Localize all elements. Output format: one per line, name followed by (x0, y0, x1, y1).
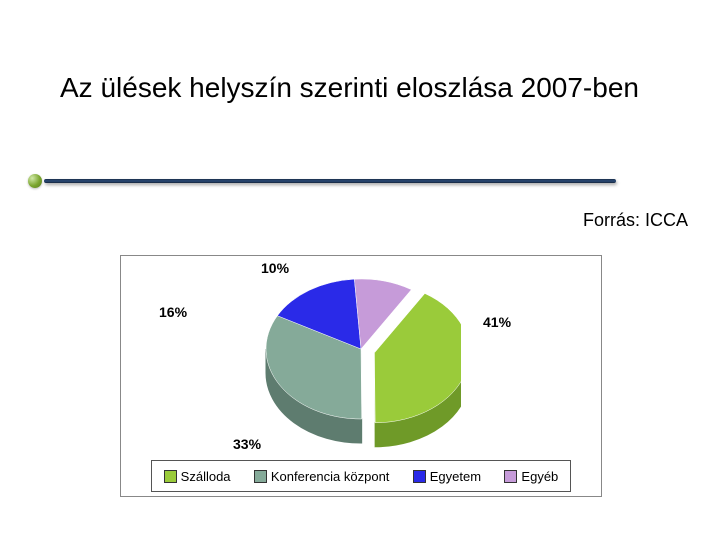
legend-label-2: Egyetem (430, 469, 481, 484)
legend-item-3: Egyéb (504, 469, 558, 484)
slice-label-0: 41% (483, 314, 511, 330)
legend-item-0: Szálloda (164, 469, 231, 484)
slice-label-3: 10% (261, 260, 289, 276)
underline-line (44, 179, 616, 183)
chart-canvas: 41% 33% 16% 10% (121, 256, 601, 461)
slide-title: Az ülések helyszín szerinti eloszlása 20… (60, 72, 660, 104)
slide: Az ülések helyszín szerinti eloszlása 20… (0, 0, 720, 540)
pie-chart (261, 264, 461, 459)
legend-item-2: Egyetem (413, 469, 481, 484)
bullet-icon (28, 174, 42, 188)
slice-label-2: 16% (159, 304, 187, 320)
title-underline (10, 160, 630, 190)
source-label: Forrás: ICCA (583, 210, 688, 231)
legend: Szálloda Konferencia központ Egyetem Egy… (151, 460, 571, 492)
legend-item-1: Konferencia központ (254, 469, 390, 484)
legend-label-1: Konferencia központ (271, 469, 390, 484)
title-area: Az ülések helyszín szerinti eloszlása 20… (60, 72, 660, 104)
chart-container: 41% 33% 16% 10% Szálloda Konferencia köz… (120, 255, 602, 497)
legend-label-3: Egyéb (521, 469, 558, 484)
legend-swatch-0 (164, 470, 177, 483)
legend-swatch-1 (254, 470, 267, 483)
slice-label-1: 33% (233, 436, 261, 452)
legend-swatch-3 (504, 470, 517, 483)
legend-swatch-2 (413, 470, 426, 483)
legend-label-0: Szálloda (181, 469, 231, 484)
